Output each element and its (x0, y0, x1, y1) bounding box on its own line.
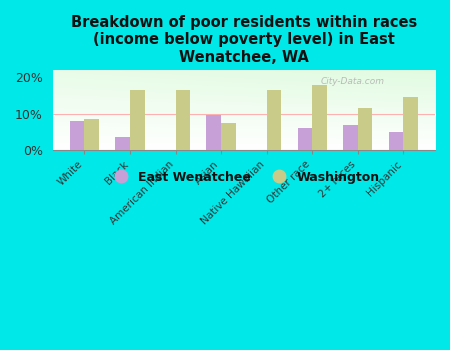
Bar (70, 121, 85, 150)
Bar (85, 119, 99, 150)
Bar (312, 85, 327, 150)
Bar (130, 90, 144, 150)
Bar (343, 125, 358, 150)
Bar (176, 90, 190, 150)
Bar (388, 132, 403, 150)
Bar (297, 128, 312, 150)
Bar (207, 116, 221, 150)
Bar (266, 90, 281, 150)
Text: City-Data.com: City-Data.com (320, 77, 384, 85)
Bar (358, 108, 372, 150)
Legend: East Wenatchee, Washington: East Wenatchee, Washington (102, 164, 386, 190)
Title: Breakdown of poor residents within races
(income below poverty level) in East
We: Breakdown of poor residents within races… (71, 15, 417, 65)
Bar (221, 123, 236, 150)
Bar (403, 97, 418, 150)
Bar (115, 137, 130, 150)
